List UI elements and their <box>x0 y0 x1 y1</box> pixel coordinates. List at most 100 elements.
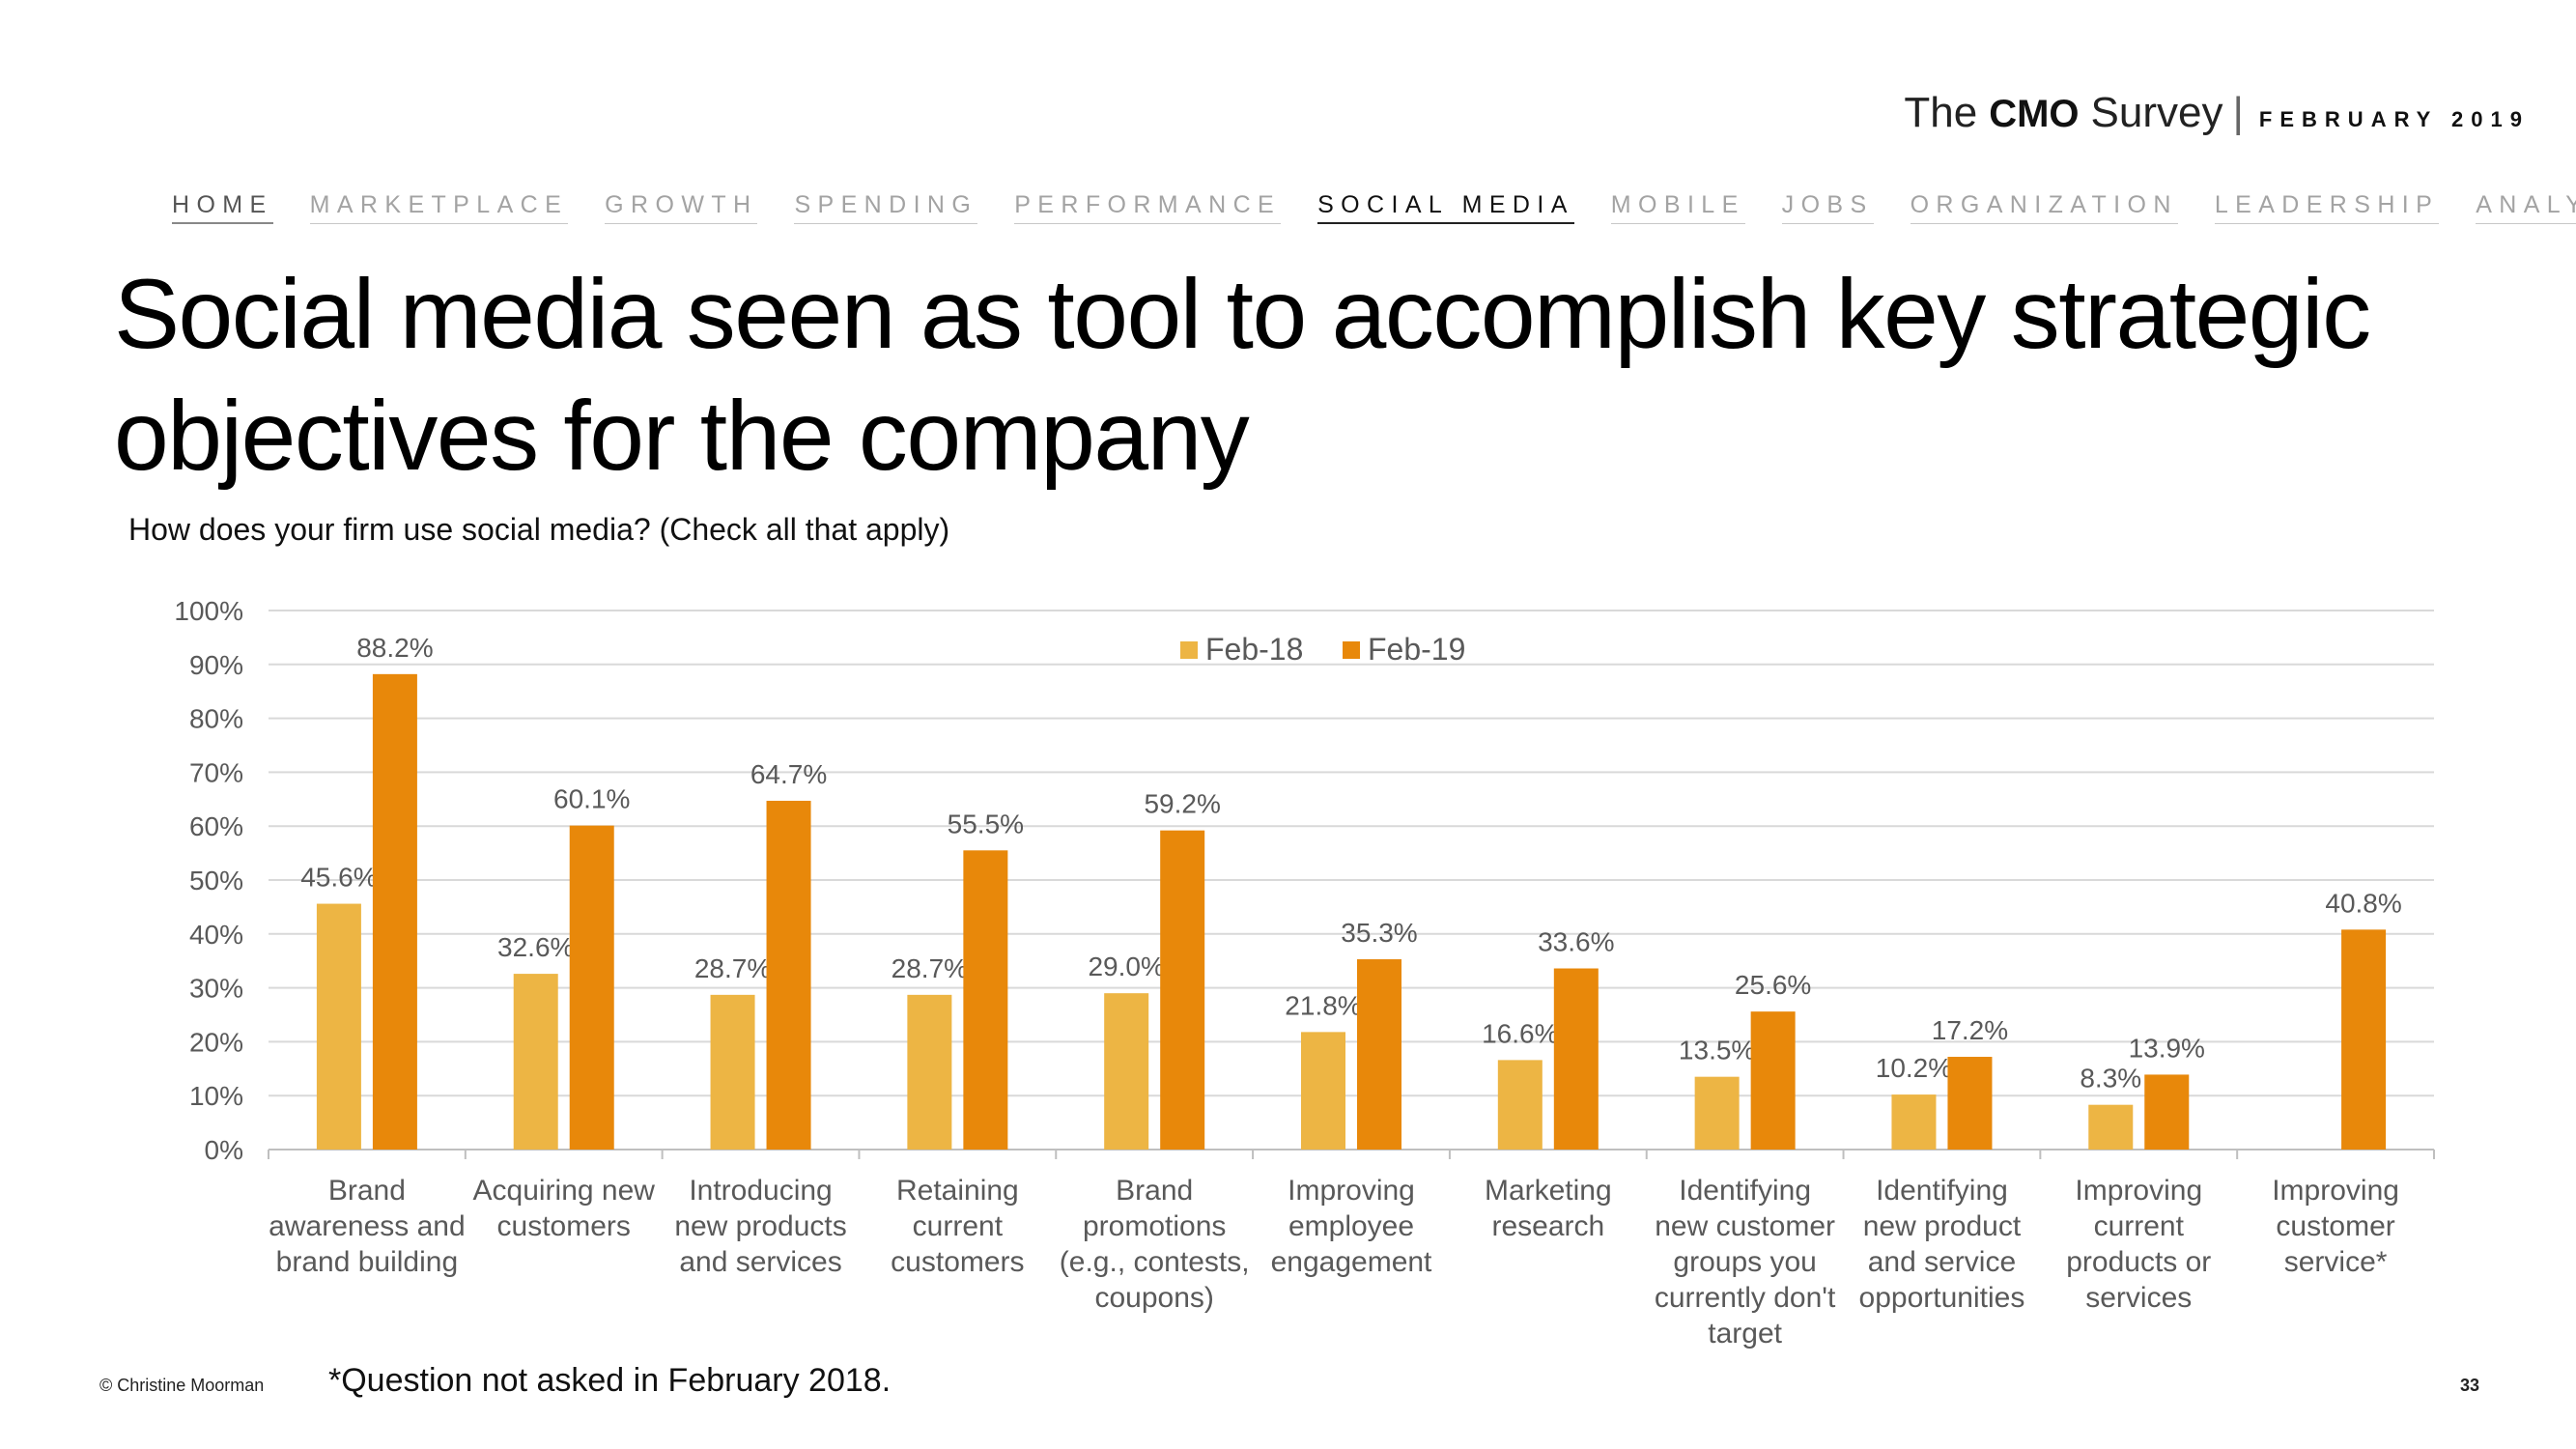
nav-item-marketplace[interactable]: MARKETPLACE <box>309 191 569 224</box>
y-tick-label: 100% <box>174 596 243 626</box>
x-category-label: brand building <box>276 1246 458 1278</box>
x-category-label: currently don't <box>1655 1282 1836 1314</box>
x-category-label: Identifying <box>1679 1175 1811 1207</box>
x-category-label: Acquiring new <box>473 1175 656 1207</box>
x-category-label: customers <box>497 1210 631 1242</box>
nav-item-performance[interactable]: PERFORMANCE <box>1014 191 1282 224</box>
bar-feb-19 <box>1160 830 1205 1150</box>
data-label: 40.8% <box>2325 888 2401 918</box>
data-label: 55.5% <box>948 809 1024 838</box>
y-tick-label: 20% <box>189 1027 243 1057</box>
data-label: 17.2% <box>1932 1015 2008 1045</box>
x-category-label: opportunities <box>1859 1282 2025 1314</box>
bar-feb-18 <box>1104 993 1149 1150</box>
x-category-label: (e.g., contests, <box>1060 1246 1250 1278</box>
bar-feb-19 <box>1553 968 1599 1150</box>
x-category-label: new product <box>1863 1210 2022 1242</box>
data-label: 64.7% <box>750 759 827 789</box>
x-category-label: Introducing <box>689 1175 832 1207</box>
brand-survey: Survey <box>2090 89 2223 136</box>
bar-feb-18 <box>710 994 755 1150</box>
x-category-label: current <box>2094 1210 2185 1242</box>
y-tick-label: 40% <box>189 920 243 950</box>
brand-separator: | <box>2232 89 2244 136</box>
legend-label: Feb-18 <box>1205 632 1303 667</box>
data-label: 45.6% <box>300 863 377 893</box>
nav-item-organization[interactable]: ORGANIZATION <box>1910 191 2178 224</box>
data-label: 28.7% <box>892 953 968 983</box>
data-label: 13.5% <box>1679 1036 1755 1065</box>
x-category-label: Retaining <box>896 1175 1019 1207</box>
bar-feb-19 <box>1357 959 1401 1150</box>
legend-swatch <box>1343 641 1360 659</box>
x-category-label: awareness and <box>269 1210 465 1242</box>
x-category-label: Improving <box>2272 1175 2399 1207</box>
x-category-label: employee <box>1288 1210 1414 1242</box>
y-tick-label: 90% <box>189 650 243 680</box>
x-category-label: service* <box>2284 1246 2388 1278</box>
data-label: 8.3% <box>2080 1064 2141 1094</box>
data-label: 28.7% <box>694 953 771 983</box>
x-category-label: and services <box>679 1246 841 1278</box>
x-category-label: and service <box>1868 1246 2016 1278</box>
data-label: 33.6% <box>1538 927 1614 957</box>
x-category-label: Improving <box>2075 1175 2202 1207</box>
data-label: 25.6% <box>1735 970 1811 1000</box>
y-tick-label: 70% <box>189 757 243 787</box>
bar-feb-19 <box>2144 1074 2190 1150</box>
x-category-label: customers <box>891 1246 1024 1278</box>
x-category-label: Marketing <box>1485 1175 1612 1207</box>
data-label: 35.3% <box>1341 918 1417 948</box>
x-category-label: services <box>2085 1282 2192 1314</box>
data-label: 10.2% <box>1876 1053 1952 1083</box>
x-category-label: groups you <box>1673 1246 1816 1278</box>
bar-feb-18 <box>1497 1060 1543 1150</box>
data-label: 29.0% <box>1088 952 1164 981</box>
x-category-label: Brand <box>328 1175 406 1207</box>
x-category-label: customer <box>2276 1210 2394 1242</box>
data-label: 60.1% <box>553 784 630 814</box>
bar-feb-18 <box>2088 1104 2134 1150</box>
y-tick-label: 10% <box>189 1081 243 1111</box>
x-category-label: research <box>1491 1210 1604 1242</box>
bar-feb-19 <box>963 850 1008 1150</box>
top-navigation: HOME MARKETPLACE GROWTH SPENDING PERFORMANCE… <box>172 191 2576 224</box>
nav-item-social-media[interactable]: SOCIAL MEDIA <box>1317 191 1574 224</box>
data-label: 88.2% <box>356 633 433 663</box>
bar-feb-18 <box>1694 1076 1740 1150</box>
bar-feb-19 <box>1750 1011 1796 1150</box>
data-label: 32.6% <box>497 932 574 962</box>
brand-logo: The CMO Survey | FEBRUARY 2019 <box>1904 89 2530 137</box>
nav-item-analytics[interactable]: ANALYTICS <box>2476 191 2576 224</box>
nav-item-spending[interactable]: SPENDING <box>794 191 978 224</box>
data-label: 59.2% <box>1144 789 1220 819</box>
bar-chart: 0% 10% 20% 30% 40% 50% 60% 70% 80% 90% 100% 45.6% 32… <box>174 596 2435 1350</box>
bar-feb-18 <box>907 994 952 1150</box>
footnote: *Question not asked in February 2018. <box>328 1362 892 1399</box>
x-category-label: Brand <box>1116 1175 1193 1207</box>
nav-item-mobile[interactable]: MOBILE <box>1610 191 1745 224</box>
brand-date: FEBRUARY 2019 <box>2258 107 2530 131</box>
survey-question: How does your firm use social media? (Ch… <box>128 512 950 547</box>
nav-item-growth[interactable]: GROWTH <box>605 191 758 224</box>
x-category-label: products or <box>2066 1246 2211 1278</box>
legend-swatch <box>1180 641 1198 659</box>
bar-feb-19 <box>569 825 614 1150</box>
y-tick-label: 0% <box>205 1135 243 1165</box>
nav-item-leadership[interactable]: LEADERSHIP <box>2214 191 2440 224</box>
x-category-label: coupons) <box>1094 1282 1213 1314</box>
nav-item-home[interactable]: HOME <box>172 191 273 224</box>
data-label: 16.6% <box>1482 1018 1558 1048</box>
y-tick-label: 80% <box>189 704 243 734</box>
x-category-label: new customer <box>1655 1210 1835 1242</box>
bar-feb-18 <box>1891 1094 1937 1150</box>
x-category-label: current <box>913 1210 1004 1242</box>
bar-feb-18 <box>513 974 558 1150</box>
nav-item-jobs[interactable]: JOBS <box>1781 191 1874 224</box>
x-category-label: promotions <box>1083 1210 1226 1242</box>
legend-label: Feb-19 <box>1368 632 1465 667</box>
x-category-label: new products <box>674 1210 846 1242</box>
x-category-label: target <box>1708 1318 1782 1350</box>
page-title: Social media seen as tool to accomplish … <box>114 259 2371 491</box>
bar-feb-19 <box>372 673 417 1150</box>
